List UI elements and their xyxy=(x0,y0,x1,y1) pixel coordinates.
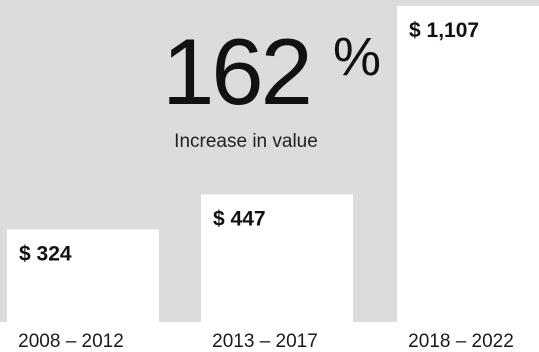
bar-value-label-0: $ 324 xyxy=(19,243,72,266)
bar-value-label-1: $ 447 xyxy=(213,207,266,230)
increase-subtitle: Increase in value xyxy=(174,131,318,152)
category-label-1: 2013 – 2017 xyxy=(212,331,318,352)
percent-sign: % xyxy=(333,27,382,87)
increase-value: 162 xyxy=(162,19,313,124)
bar-value-label-2: $ 1,107 xyxy=(409,19,479,42)
bar-2 xyxy=(397,6,539,322)
category-label-0: 2008 – 2012 xyxy=(18,331,124,352)
bar-1 xyxy=(201,194,353,322)
bar-0 xyxy=(7,229,159,322)
headline: 162 % Increase in value xyxy=(135,12,385,162)
category-label-2: 2018 – 2022 xyxy=(408,331,514,352)
